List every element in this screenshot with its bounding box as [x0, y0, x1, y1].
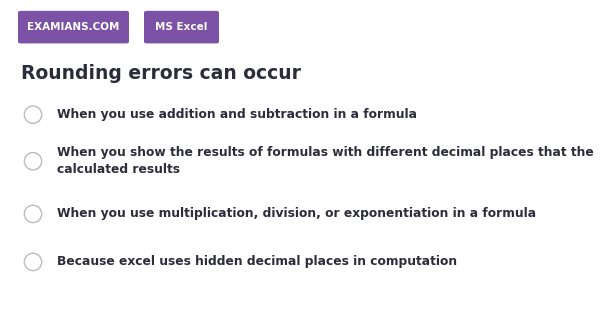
FancyBboxPatch shape	[144, 11, 219, 43]
Ellipse shape	[25, 205, 41, 223]
Text: Because excel uses hidden decimal places in computation: Because excel uses hidden decimal places…	[57, 255, 457, 268]
Ellipse shape	[25, 153, 41, 170]
Text: EXAMIANS.COM: EXAMIANS.COM	[28, 22, 119, 32]
Text: When you use addition and subtraction in a formula: When you use addition and subtraction in…	[57, 108, 417, 121]
Text: Rounding errors can occur: Rounding errors can occur	[21, 64, 301, 82]
Text: MS Excel: MS Excel	[155, 22, 208, 32]
Text: When you use multiplication, division, or exponentiation in a formula: When you use multiplication, division, o…	[57, 207, 536, 220]
Ellipse shape	[25, 106, 41, 123]
Text: When you show the results of formulas with different decimal places that the
cal: When you show the results of formulas wi…	[57, 146, 594, 176]
FancyBboxPatch shape	[18, 11, 129, 43]
Ellipse shape	[25, 253, 41, 271]
